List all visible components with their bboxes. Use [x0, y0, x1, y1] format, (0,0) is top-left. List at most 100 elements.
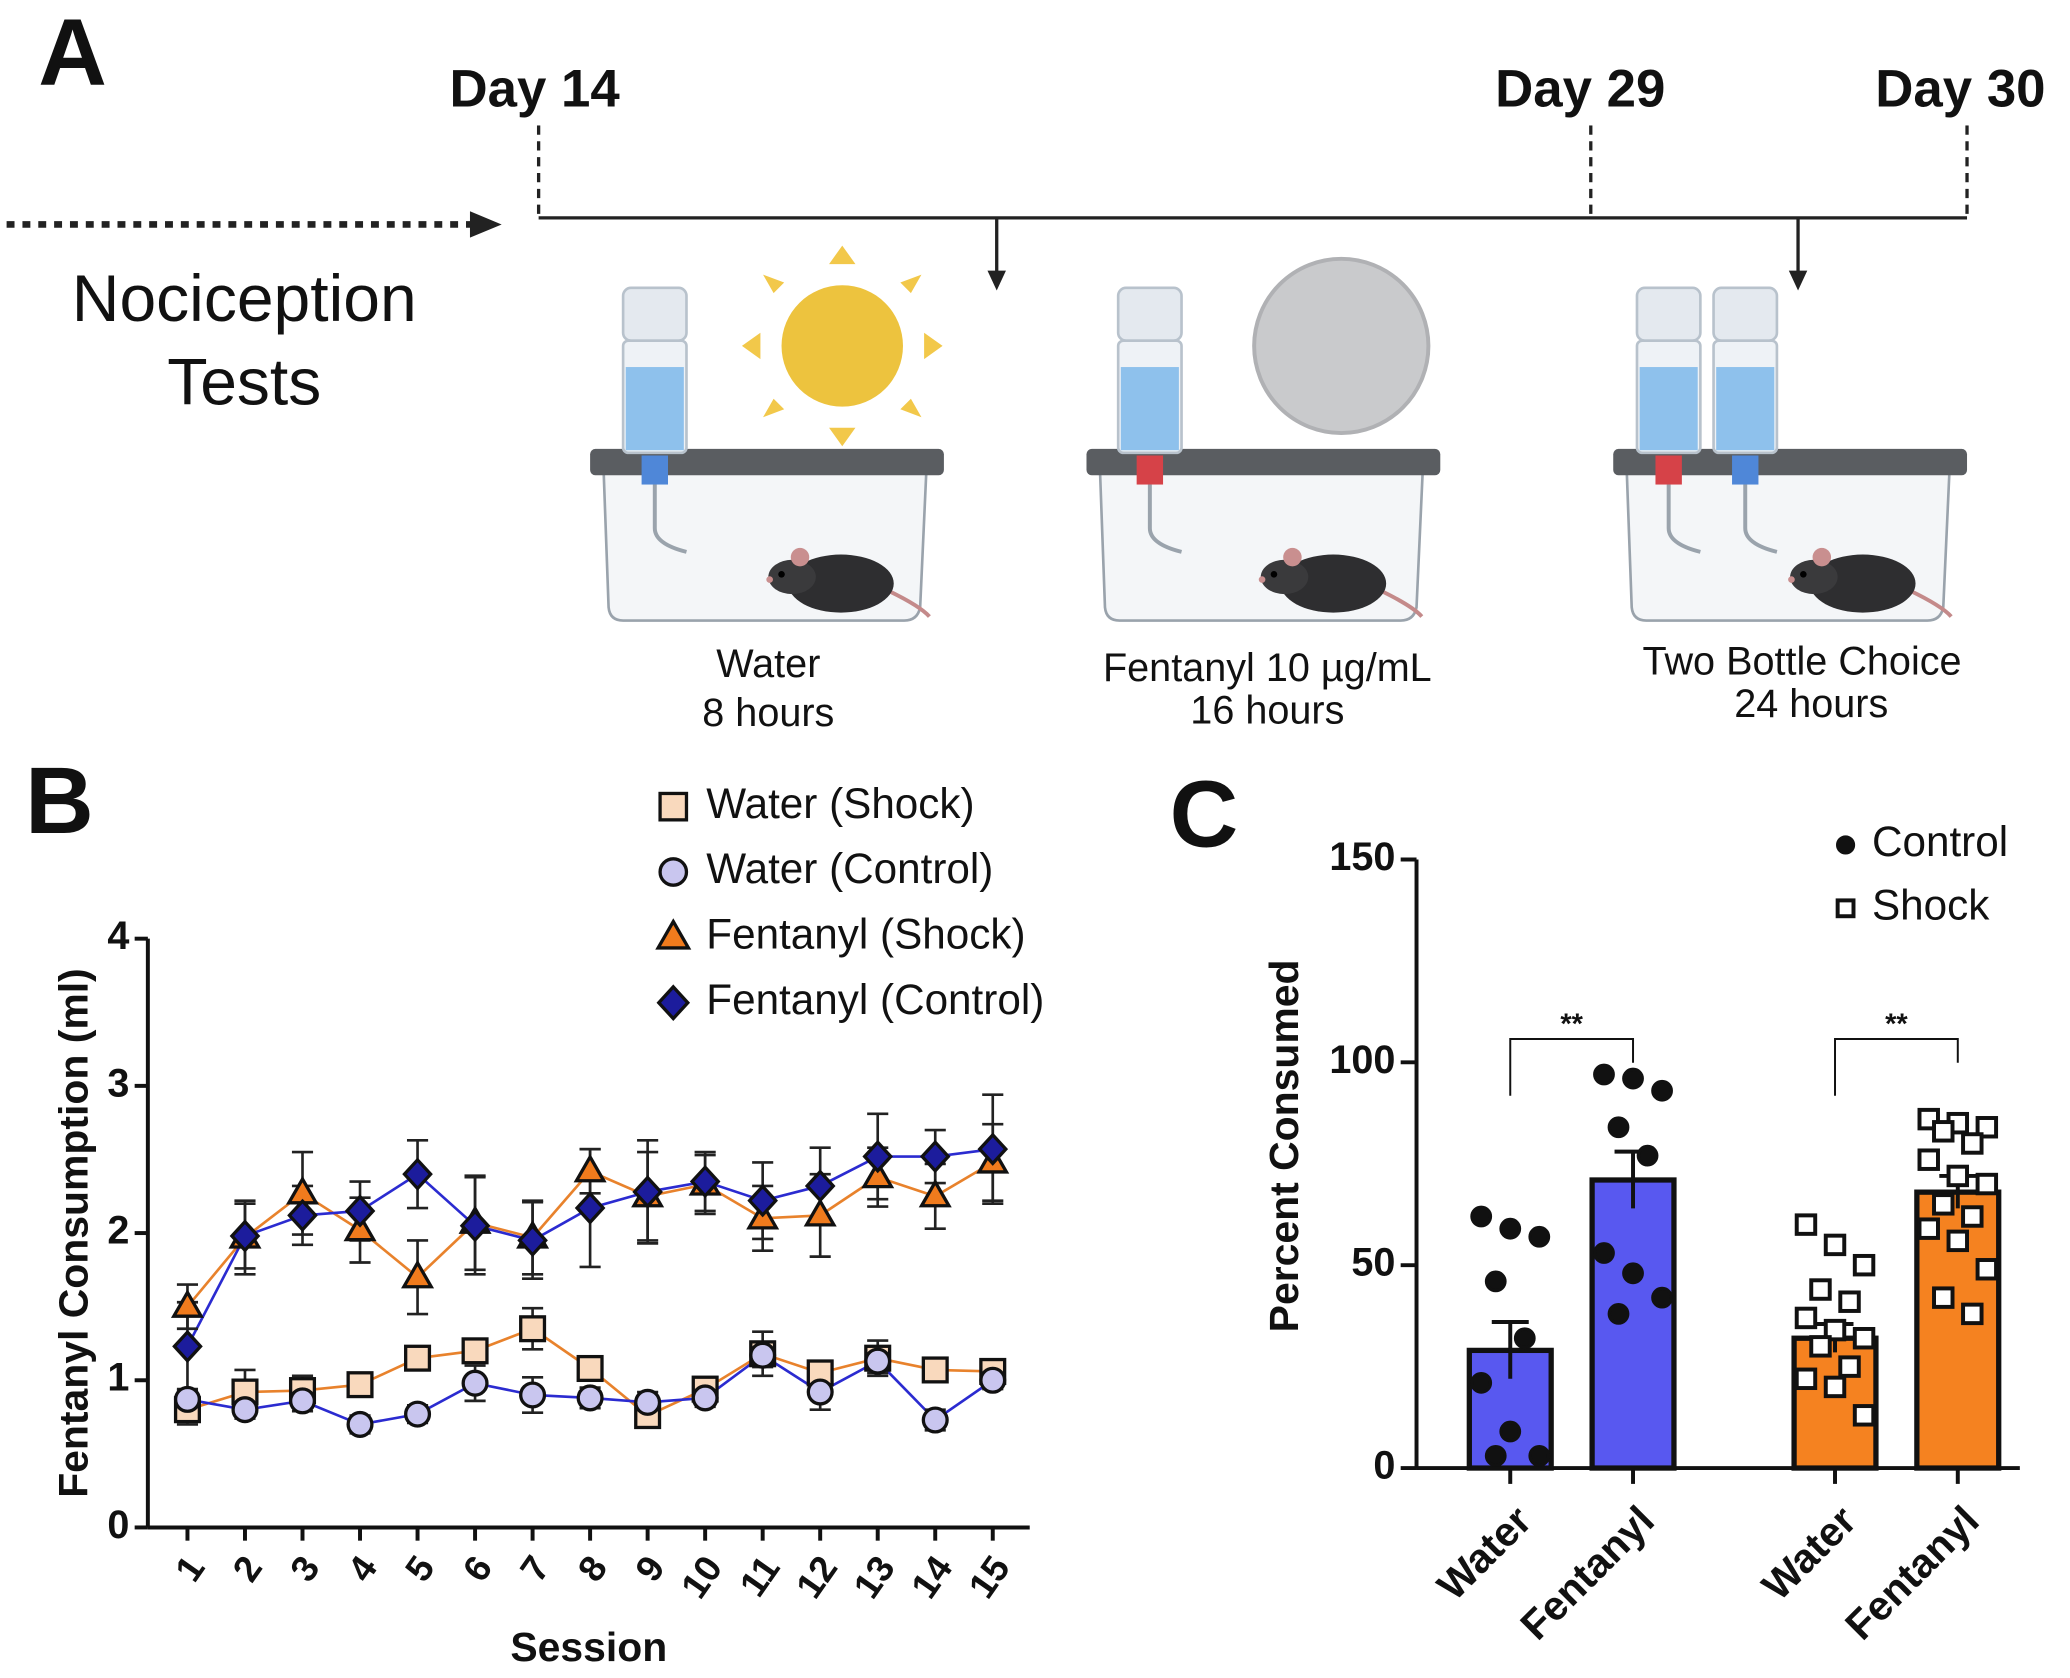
- data-point: [689, 1164, 721, 1199]
- x-tick-label: Water: [1428, 1497, 1540, 1609]
- data-point: [803, 1197, 837, 1227]
- data-point: [1794, 1213, 1818, 1236]
- legend-label: Fentanyl (Control): [706, 976, 1044, 1023]
- y-tick-label: 1: [107, 1356, 129, 1400]
- y-tick-label: 2: [107, 1209, 129, 1253]
- data-point: [1852, 1326, 1876, 1350]
- y-tick-label: 4: [107, 914, 129, 958]
- y-tick-label: 100: [1329, 1038, 1395, 1082]
- stage-label: Fentanyl 10 µg/mL: [1103, 646, 1432, 690]
- data-point: [576, 1384, 604, 1412]
- stage-label: Two Bottle Choice: [1642, 640, 1961, 684]
- data-point: [864, 1347, 892, 1375]
- legend-marker: [1835, 898, 1856, 919]
- data-point: [1794, 1367, 1818, 1391]
- data-point: [634, 1388, 662, 1416]
- x-tick-label: 12: [788, 1548, 845, 1605]
- data-point: [1961, 1302, 1984, 1326]
- left-text: Tests: [167, 344, 321, 418]
- x-tick-label: Water: [1753, 1497, 1865, 1609]
- left-text: Nociception: [72, 261, 417, 335]
- data-point: [1961, 1132, 1984, 1155]
- data-point: [1651, 1079, 1673, 1102]
- x-tick-label: 7: [512, 1548, 557, 1588]
- panel-label: A: [38, 0, 107, 106]
- y-axis-label: Fentanyl Consumption (ml): [50, 968, 96, 1497]
- data-point: [1651, 1286, 1673, 1309]
- x-tick-label: 6: [455, 1548, 500, 1588]
- data-point: [1622, 1262, 1644, 1285]
- panel-label: C: [1170, 761, 1239, 867]
- data-point: [806, 1378, 834, 1406]
- data-point: [172, 1329, 203, 1364]
- x-tick-label: 4: [340, 1548, 386, 1589]
- day-label: Day 14: [450, 59, 621, 118]
- data-point: [231, 1396, 259, 1424]
- data-point: [1593, 1063, 1615, 1086]
- x-tick-label: 14: [903, 1548, 960, 1606]
- day-label: Day 30: [1875, 59, 2045, 118]
- data-point: [344, 1194, 376, 1228]
- stage-label: 24 hours: [1734, 682, 1888, 726]
- data-point: [346, 1371, 374, 1399]
- x-axis-label: Session: [510, 1624, 667, 1670]
- data-point: [1946, 1229, 1970, 1253]
- data-point: [459, 1209, 491, 1243]
- data-point: [632, 1175, 663, 1209]
- data-point: [1946, 1164, 1970, 1188]
- legend-marker: [658, 857, 689, 887]
- legend-label: Water (Control): [706, 845, 993, 892]
- data-point: [862, 1139, 894, 1174]
- bar: [1791, 1335, 1879, 1471]
- significance-label: **: [1560, 1008, 1583, 1040]
- data-point: [921, 1406, 949, 1434]
- data-point: [1823, 1375, 1847, 1399]
- data-point: [1932, 1120, 1955, 1143]
- legend-label: Shock: [1872, 881, 1990, 928]
- sun-icon: [741, 245, 943, 447]
- data-point: [1484, 1444, 1507, 1467]
- x-tick-label: 15: [961, 1548, 1018, 1605]
- legend-marker: [1836, 835, 1856, 855]
- data-point: [1932, 1193, 1955, 1216]
- data-point: [1622, 1067, 1644, 1090]
- data-point: [517, 1223, 548, 1258]
- data-point: [288, 1387, 317, 1415]
- data-point: [576, 1354, 604, 1383]
- data-point: [1852, 1404, 1876, 1427]
- stage-label: 8 hours: [702, 691, 834, 735]
- data-point: [1917, 1148, 1940, 1171]
- panel-label: B: [25, 748, 94, 854]
- data-point: [461, 1369, 489, 1397]
- x-tick-label: 9: [627, 1548, 672, 1588]
- x-tick-label: 1: [167, 1548, 212, 1588]
- x-tick-label: 8: [570, 1548, 615, 1588]
- data-point: [287, 1198, 318, 1233]
- data-point: [1975, 1172, 1999, 1196]
- data-point: [1607, 1116, 1630, 1139]
- x-tick-label: 11: [732, 1548, 788, 1604]
- cage-fentanyl: [1085, 286, 1442, 622]
- data-point: [404, 1400, 432, 1428]
- moon-icon: [1252, 256, 1431, 436]
- y-tick-label: 0: [107, 1503, 129, 1547]
- data-point: [573, 1153, 607, 1183]
- timeline: [6, 125, 1969, 280]
- data-point: [574, 1191, 606, 1225]
- cage-water: [588, 286, 946, 622]
- data-point: [804, 1169, 836, 1203]
- data-point: [1838, 1290, 1861, 1313]
- legend-label: Fentanyl (Shock): [706, 911, 1025, 958]
- data-point: [918, 1178, 952, 1208]
- legend-label: Control: [1872, 818, 2008, 865]
- stage-label: Water: [716, 642, 820, 686]
- data-point: [1470, 1205, 1493, 1228]
- data-point: [519, 1315, 547, 1343]
- y-tick-label: 150: [1329, 835, 1395, 879]
- data-point: [1593, 1242, 1615, 1264]
- data-point: [1961, 1205, 1984, 1228]
- data-point: [1499, 1420, 1522, 1443]
- legend-marker: [656, 984, 691, 1021]
